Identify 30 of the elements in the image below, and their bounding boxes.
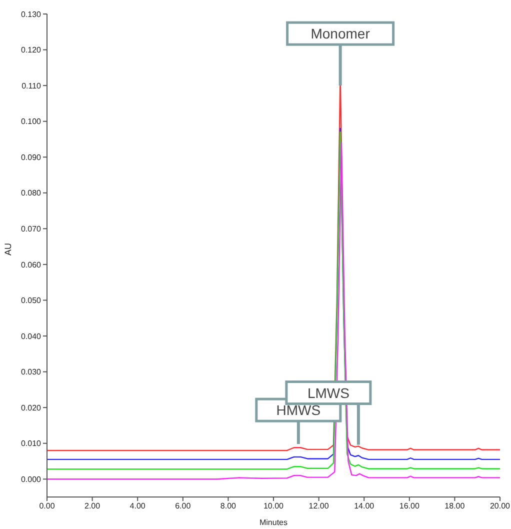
- y-tick-label: 0.020: [20, 403, 42, 412]
- y-tick-label: 0.070: [20, 224, 42, 234]
- y-tick-label: 0.050: [20, 296, 42, 306]
- y-tick-label: 0.010: [20, 439, 42, 448]
- x-tick-label: 18.00: [444, 502, 466, 511]
- y-tick-label: 0.130: [20, 10, 42, 19]
- y-tick-label: 0.030: [20, 368, 42, 377]
- x-axis-title: Minutes: [259, 518, 288, 527]
- y-tick-label: 0.100: [20, 117, 42, 126]
- x-tick-label: 4.00: [130, 502, 146, 511]
- y-tick-label: 0.040: [20, 332, 42, 341]
- x-tick-label: 16.00: [399, 502, 420, 511]
- x-tick-label: 12.00: [308, 502, 330, 511]
- x-tick-label: 14.00: [354, 502, 375, 511]
- y-tick-label: 0.110: [22, 81, 42, 90]
- y-axis-title: AU: [3, 242, 14, 256]
- x-tick-label: 8.00: [220, 502, 237, 511]
- y-tick-label: 0.120: [20, 46, 42, 55]
- y-tick-label: 0.090: [20, 152, 42, 162]
- annotation: HMWS: [276, 402, 321, 418]
- x-tick-label: 20.00: [490, 502, 511, 511]
- x-tick-label: 2.00: [84, 502, 101, 511]
- annotation: Monomer: [310, 26, 370, 42]
- y-tick-label: 0.000: [20, 474, 42, 484]
- x-tick-label: 10.00: [263, 502, 284, 511]
- callout-box: Monomer: [286, 21, 395, 86]
- x-tick-label: 0.00: [39, 502, 56, 511]
- y-tick-label: 0.080: [20, 188, 42, 198]
- y-tick-label: 0.060: [20, 260, 42, 270]
- x-tick-label: 6.00: [175, 502, 192, 511]
